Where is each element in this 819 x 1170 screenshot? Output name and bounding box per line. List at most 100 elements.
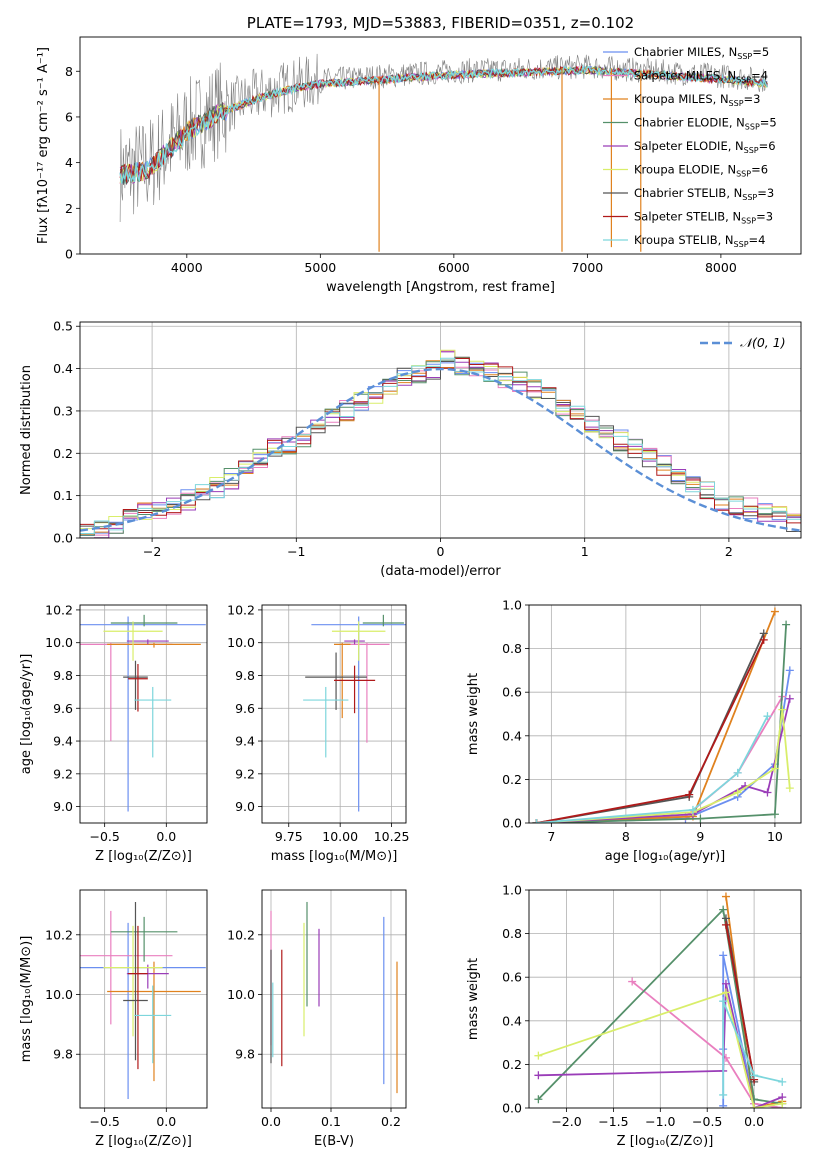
y-tick-label: 0.4 bbox=[53, 361, 73, 376]
x-tick-label: −2 bbox=[143, 544, 161, 559]
y-tick-label: 4 bbox=[65, 155, 73, 170]
y-tick-label: 2 bbox=[65, 201, 73, 216]
weight-line-km bbox=[725, 896, 783, 1108]
legend-sub: SSP bbox=[744, 146, 759, 155]
y-tick-label: 0.0 bbox=[502, 1101, 522, 1116]
weight-point-ks bbox=[688, 805, 697, 814]
legend-entry: Chabrier ELODIE, NSSP=5 bbox=[634, 116, 777, 132]
weight-point-ss bbox=[721, 920, 730, 929]
y-tick-label: 0.0 bbox=[502, 816, 522, 831]
y-tick-label: 9.4 bbox=[235, 734, 255, 749]
x-tick-label: 8000 bbox=[705, 260, 737, 275]
weight-point-ke bbox=[534, 1051, 543, 1060]
legend-entry: Salpeter ELODIE, NSSP=6 bbox=[634, 139, 776, 155]
panel-age-vs-mass: 9.75 10.00 10.25 9.0 9.2 9.4 9.6 9.8 10.0 10.2 mas… bbox=[227, 602, 409, 864]
y-tick-label: 1.0 bbox=[502, 883, 522, 898]
y-tick-label: 0.8 bbox=[502, 926, 522, 941]
weight-point-ks bbox=[778, 1077, 787, 1086]
weight-point-cm bbox=[719, 951, 728, 960]
plot-area bbox=[80, 614, 206, 812]
y-tick-label: 0.6 bbox=[502, 970, 522, 985]
weight-point-ss bbox=[685, 790, 694, 799]
x-tick-label: 0.0 bbox=[156, 1114, 176, 1129]
weight-point-cm bbox=[719, 1101, 728, 1108]
legend-entry: Kroupa ELODIE, NSSP=6 bbox=[634, 163, 768, 179]
weight-point-ke bbox=[721, 988, 730, 997]
weight-point-ce bbox=[696, 814, 705, 823]
x-tick-label: −0.5 bbox=[692, 1114, 722, 1129]
weight-line-ce bbox=[537, 907, 783, 1105]
panel-spectrum: 4000 5000 6000 7000 8000 0 2 4 6 8 wavelength [Ang… bbox=[36, 14, 802, 295]
legend-sub: SSP bbox=[742, 193, 757, 202]
y-tick-label: 0.4 bbox=[502, 728, 522, 743]
weight-point-ke bbox=[778, 1099, 787, 1108]
weight-point-ks bbox=[532, 819, 541, 823]
histogram-ks bbox=[80, 357, 801, 534]
x-tick-label: 9 bbox=[696, 829, 704, 844]
x-tick-label: −1.0 bbox=[645, 1114, 675, 1129]
axes-frame bbox=[79, 889, 208, 1109]
plot-area bbox=[532, 607, 794, 823]
weight-line-ke bbox=[538, 991, 783, 1108]
y-tick-label: 0 bbox=[65, 247, 73, 262]
x-axis-label: age [log₁₀(age/yr)] bbox=[605, 849, 726, 864]
plot-area bbox=[303, 614, 406, 812]
y-tick-label: 1.0 bbox=[502, 598, 522, 613]
legend-suffix: =6 bbox=[751, 163, 768, 177]
axes-frame bbox=[528, 604, 802, 824]
y-axis-label: Normed distribution bbox=[19, 365, 34, 495]
y-axis-label: age [log₁₀(age/yr)] bbox=[19, 654, 34, 775]
legend-label: Chabrier ELODIE, N bbox=[634, 116, 745, 130]
y-axis-label: mass [log₁₀(M/M⊙)] bbox=[19, 936, 34, 1063]
legend-label: Salpeter STELIB, N bbox=[634, 210, 741, 224]
y-tick-label: 0.3 bbox=[53, 403, 73, 418]
legend-suffix: =5 bbox=[752, 45, 769, 59]
weight-point-ce bbox=[534, 1095, 543, 1104]
weight-line-ks bbox=[722, 1000, 783, 1095]
panel-mass-weight-vs-age: 7 8 9 10 0.0 0.2 0.4 0.6 0.8 1.0 age [log₁₀(age/yr… bbox=[466, 598, 802, 864]
y-tick-label: 9.0 bbox=[53, 799, 73, 814]
x-tick-label: 4000 bbox=[171, 260, 203, 275]
y-tick-label: 10.2 bbox=[45, 602, 73, 617]
y-tick-label: 9.8 bbox=[53, 668, 73, 683]
spectrum-data-line bbox=[119, 53, 768, 223]
y-tick-label: 10.0 bbox=[45, 635, 73, 650]
y-tick-label: 10.2 bbox=[227, 927, 255, 942]
plot-area bbox=[80, 349, 801, 538]
x-axis-label: Z [log₁₀(Z/Z⊙)] bbox=[95, 1134, 192, 1149]
y-tick-label: 9.6 bbox=[53, 701, 73, 716]
model-line-ks bbox=[119, 63, 768, 184]
legend-label: Chabrier STELIB, N bbox=[634, 186, 742, 200]
x-tick-label: −2.0 bbox=[551, 1114, 581, 1129]
y-tick-label: 0.1 bbox=[53, 488, 73, 503]
y-axis-label: mass weight bbox=[466, 958, 481, 1040]
y-tick-label: 0.0 bbox=[53, 531, 73, 546]
weight-point-se bbox=[721, 979, 730, 988]
y-tick-label: 8 bbox=[65, 64, 73, 79]
x-axis-label: wavelength [Angstrom, rest frame] bbox=[326, 280, 555, 295]
y-axis-label: mass weight bbox=[466, 673, 481, 755]
weight-point-ks bbox=[750, 1071, 759, 1080]
x-tick-label: 10.00 bbox=[322, 829, 358, 844]
x-tick-label: 0 bbox=[437, 544, 445, 559]
weight-point-ks bbox=[719, 997, 728, 1006]
legend-entry: Chabrier STELIB, NSSP=3 bbox=[634, 186, 774, 202]
x-axis-label: mass [log₁₀(M/M⊙)] bbox=[271, 849, 398, 864]
weight-point-ce bbox=[719, 905, 728, 914]
y-tick-label: 0.2 bbox=[53, 446, 73, 461]
weight-point-cm bbox=[785, 666, 794, 675]
legend-sub: SSP bbox=[745, 123, 760, 132]
x-tick-label: 1 bbox=[581, 544, 589, 559]
x-tick-label: 0.0 bbox=[156, 829, 176, 844]
weight-point-ks bbox=[763, 712, 772, 721]
axes-frame bbox=[79, 321, 802, 539]
y-tick-label: 0.5 bbox=[53, 319, 73, 334]
legend-label: Kroupa ELODIE, N bbox=[634, 163, 736, 177]
x-tick-label: 0.0 bbox=[744, 1114, 764, 1129]
weight-point-ks bbox=[733, 768, 742, 777]
y-tick-label: 6 bbox=[65, 109, 73, 124]
x-tick-label: 0.2 bbox=[381, 1114, 401, 1129]
x-tick-label: 8 bbox=[622, 829, 630, 844]
